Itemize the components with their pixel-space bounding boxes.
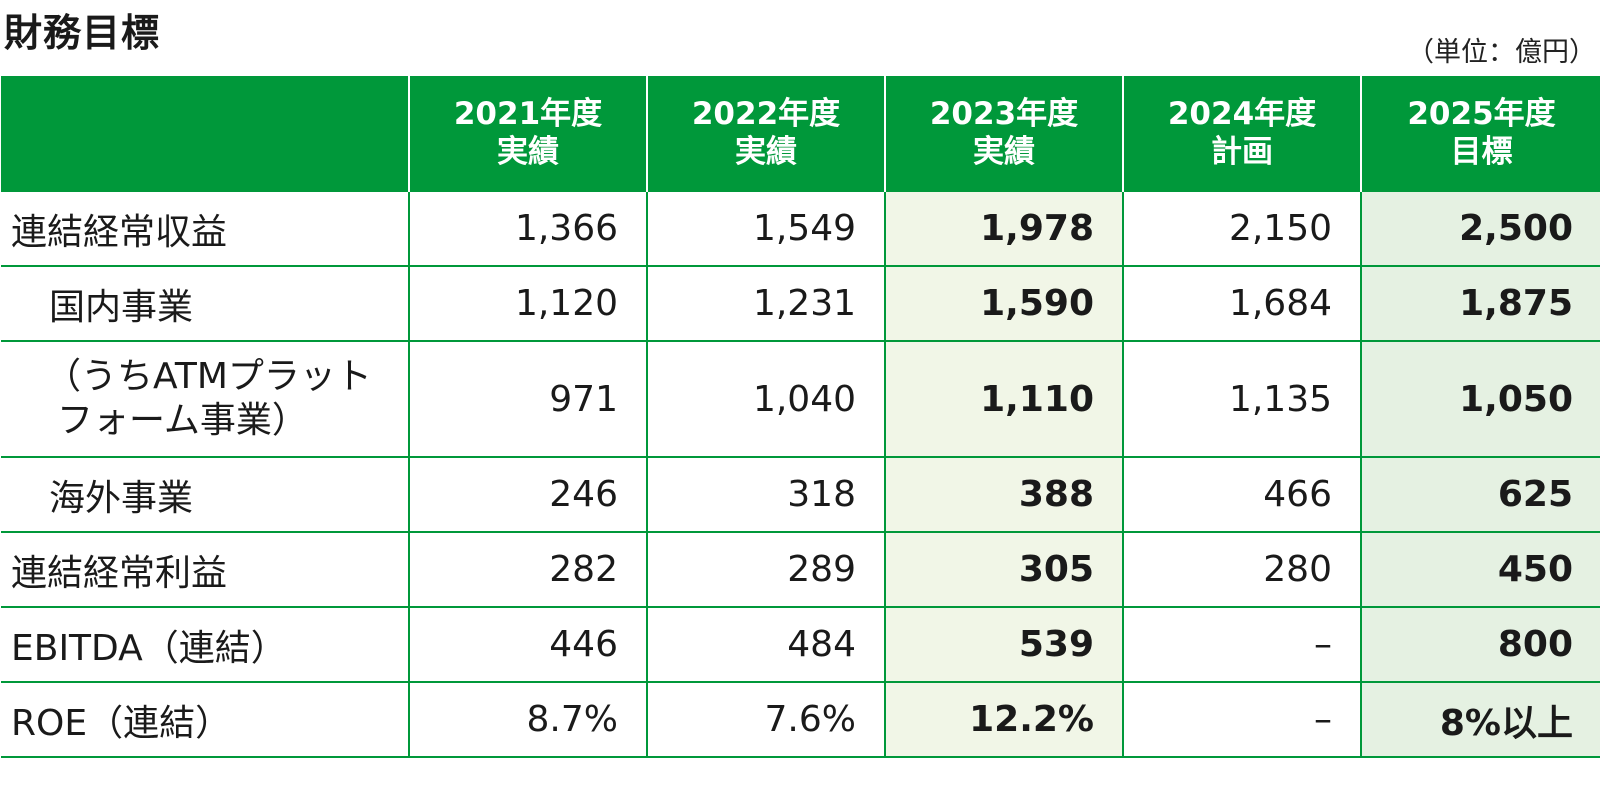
- header-2022: 2022年度 実績: [646, 76, 885, 191]
- cell-2025: 450: [1360, 531, 1600, 607]
- cell-2022: 1,231: [646, 265, 885, 341]
- header-corner: [1, 76, 409, 191]
- financial-targets-table: 2021年度 実績 2022年度 実績 2023年度 実績 2024年度 計画 2025…: [1, 76, 1600, 758]
- cell-2024: 466: [1122, 456, 1361, 532]
- header-2025: 2025年度 目標: [1360, 76, 1600, 191]
- cell-2022: 289: [646, 531, 885, 607]
- table-row: 海外事業 246 318 388 466 625: [1, 456, 1600, 532]
- cell-2022: 484: [646, 606, 885, 682]
- table-row: 連結経常収益 1,366 1,549 1,978 2,150 2,500: [1, 190, 1600, 266]
- cell-2024: 280: [1122, 531, 1361, 607]
- page-title: 財務目標: [4, 11, 161, 55]
- cell-2021: 8.7%: [408, 681, 647, 758]
- cell-2021: 1,366: [408, 190, 647, 266]
- row-label: 連結経常利益: [1, 531, 409, 607]
- cell-2023: 12.2%: [884, 681, 1123, 758]
- cell-2023: 388: [884, 456, 1123, 532]
- cell-2024: –: [1122, 606, 1361, 682]
- cell-2023: 539: [884, 606, 1123, 682]
- cell-2024: –: [1122, 681, 1361, 758]
- row-label: ROE（連結）: [1, 681, 409, 758]
- table-row: （うちATMプラット フォーム事業） 971 1,040 1,110 1,135 …: [1, 340, 1600, 457]
- header-2021: 2021年度 実績: [408, 76, 647, 191]
- cell-2023: 1,110: [884, 340, 1123, 457]
- cell-2025: 2,500: [1360, 190, 1600, 266]
- table-row: 連結経常利益 282 289 305 280 450: [1, 531, 1600, 607]
- cell-2025: 625: [1360, 456, 1600, 532]
- cell-2023: 305: [884, 531, 1123, 607]
- cell-2025: 8%以上: [1360, 681, 1600, 758]
- cell-2021: 1,120: [408, 265, 647, 341]
- row-label: 海外事業: [1, 456, 409, 532]
- cell-2022: 1,549: [646, 190, 885, 266]
- row-label: （うちATMプラット フォーム事業）: [1, 340, 409, 457]
- cell-2024: 1,135: [1122, 340, 1361, 457]
- cell-2021: 971: [408, 340, 647, 457]
- header-2024: 2024年度 計画: [1122, 76, 1361, 191]
- header-2023: 2023年度 実績: [884, 76, 1123, 191]
- cell-2025: 800: [1360, 606, 1600, 682]
- cell-2025: 1,875: [1360, 265, 1600, 341]
- table-row: 国内事業 1,120 1,231 1,590 1,684 1,875: [1, 265, 1600, 341]
- cell-2023: 1,978: [884, 190, 1123, 266]
- cell-2025: 1,050: [1360, 340, 1600, 457]
- cell-2022: 318: [646, 456, 885, 532]
- cell-2024: 2,150: [1122, 190, 1361, 266]
- cell-2021: 446: [408, 606, 647, 682]
- header-row: 2021年度 実績 2022年度 実績 2023年度 実績 2024年度 計画 2025…: [1, 76, 1600, 191]
- table-row: ROE（連結） 8.7% 7.6% 12.2% – 8%以上: [1, 681, 1600, 758]
- unit-note: （単位：億円）: [1407, 37, 1596, 68]
- cell-2022: 1,040: [646, 340, 885, 457]
- cell-2023: 1,590: [884, 265, 1123, 341]
- row-label: EBITDA（連結）: [1, 606, 409, 682]
- cell-2024: 1,684: [1122, 265, 1361, 341]
- table-row: EBITDA（連結） 446 484 539 – 800: [1, 606, 1600, 682]
- cell-2022: 7.6%: [646, 681, 885, 758]
- row-label: 連結経常収益: [1, 190, 409, 266]
- cell-2021: 246: [408, 456, 647, 532]
- cell-2021: 282: [408, 531, 647, 607]
- row-label: 国内事業: [1, 265, 409, 341]
